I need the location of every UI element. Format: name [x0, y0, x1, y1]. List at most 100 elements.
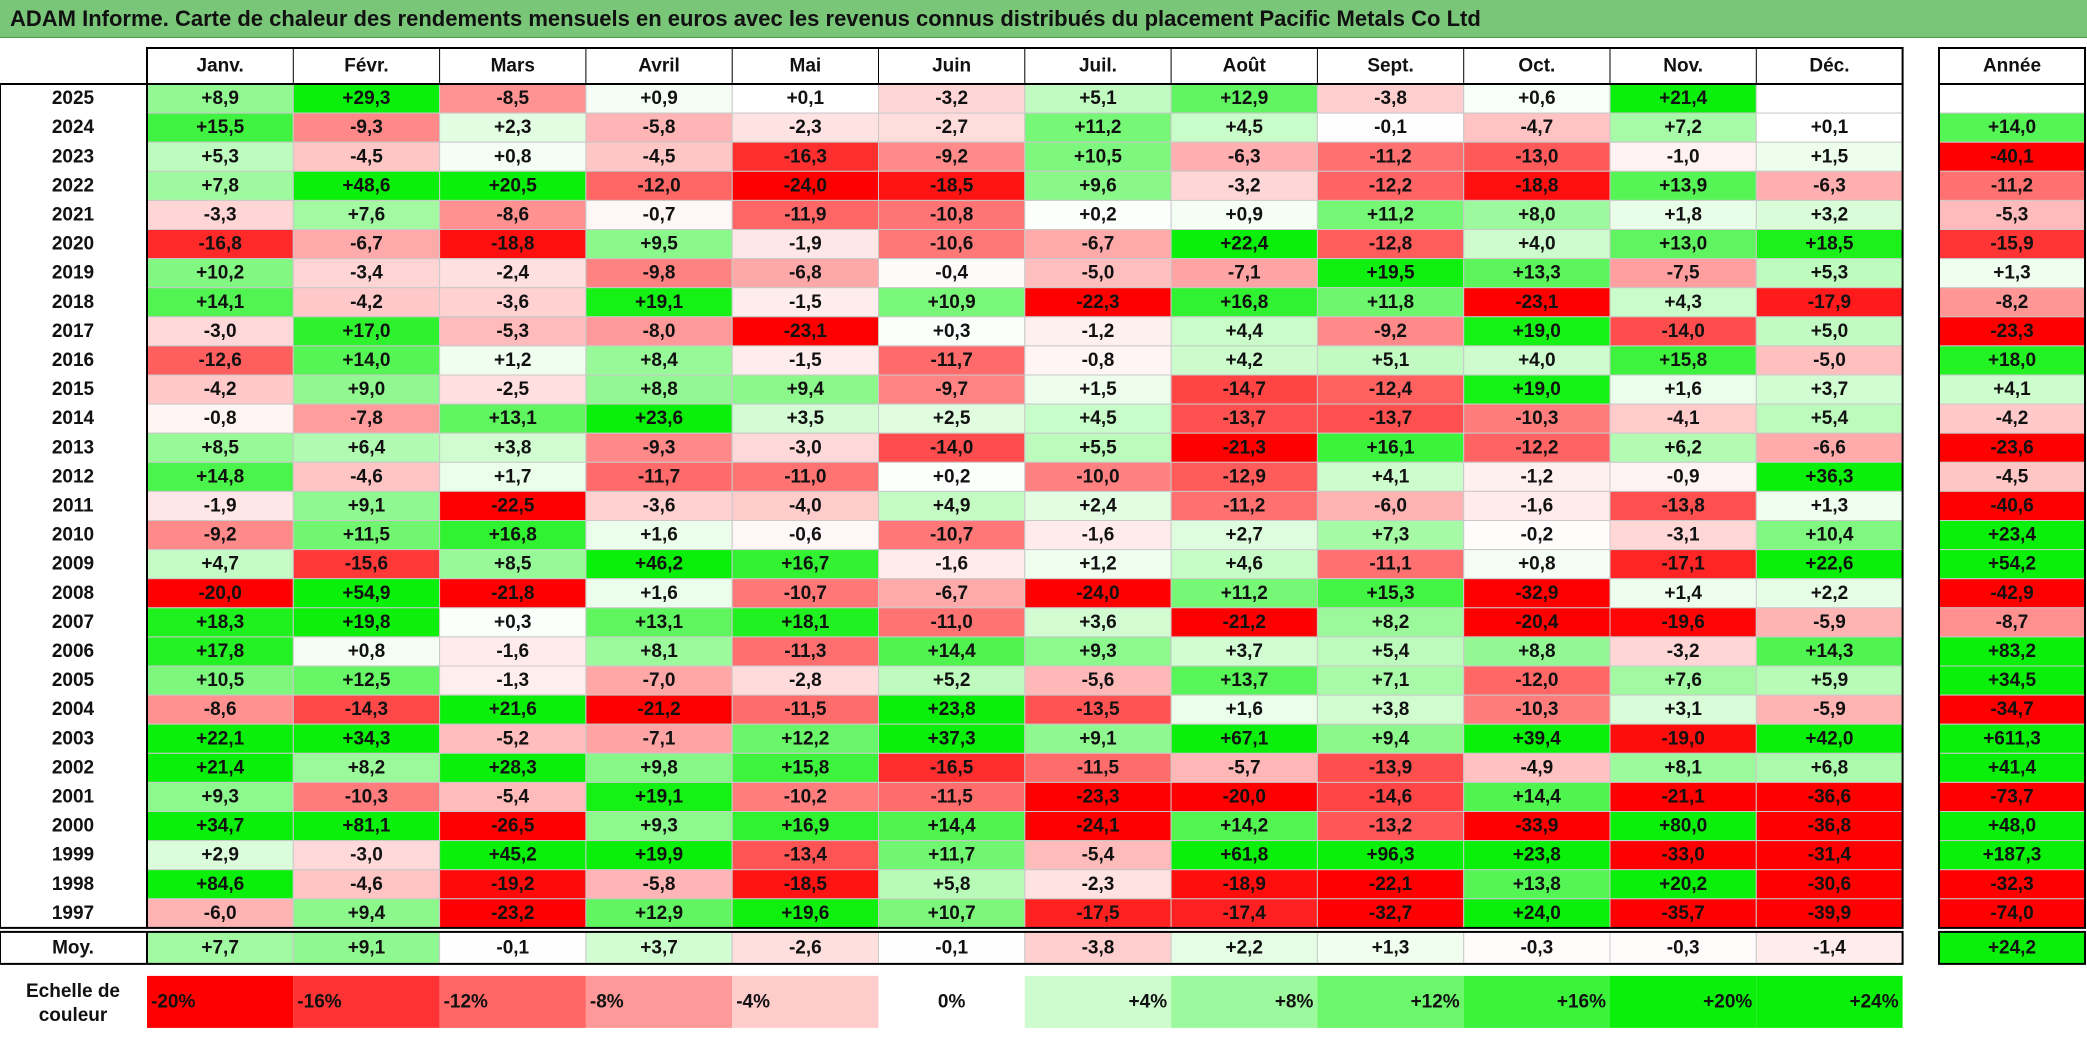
- heat-cell-value: -3,0: [350, 845, 383, 866]
- heat-cell-value: -2,5: [496, 379, 529, 400]
- heat-cell-value: +5,2: [933, 670, 971, 691]
- heat-cell-value: +5,4: [1811, 408, 1849, 429]
- heat-cell-value: +1,6: [640, 525, 678, 546]
- heat-cell: [585, 374, 733, 405]
- heat-cell: [1463, 345, 1611, 376]
- heat-cell-value: +19,9: [635, 845, 683, 866]
- scale-swatch: [293, 975, 440, 1028]
- heat-cell-value: -10,2: [784, 786, 827, 807]
- heat-cell-value: +5,4: [1372, 641, 1410, 662]
- annual-cell-value: +41,4: [1988, 757, 2037, 778]
- heat-cell: [292, 403, 441, 434]
- heat-cell: [1609, 345, 1757, 376]
- heat-cell-value: +21,4: [1659, 88, 1708, 109]
- heat-cell-value: -16,3: [784, 146, 827, 167]
- scale-label: -8%: [590, 991, 624, 1012]
- heat-cell: [878, 781, 1026, 813]
- heat-cell: [1463, 578, 1611, 609]
- heat-cell: [1170, 607, 1318, 638]
- heat-cell-value: -12,8: [1369, 234, 1412, 255]
- average-cell-value: -2,6: [789, 937, 822, 958]
- heat-cell-value: +96,3: [1367, 845, 1415, 866]
- heat-cell-value: -5,3: [496, 321, 529, 342]
- heat-cell: [1463, 723, 1611, 754]
- heat-cell: [878, 141, 1026, 172]
- heat-cell-value: +1,6: [1225, 699, 1263, 720]
- heat-cell: [1170, 345, 1318, 376]
- heat-cell: [1316, 403, 1465, 434]
- heat-cell-value: +5,3: [201, 146, 239, 167]
- heat-cell-value: -21,8: [491, 583, 534, 604]
- annual-cell: [1938, 229, 2086, 260]
- heat-cell: [1463, 199, 1611, 230]
- heat-cell: [878, 229, 1026, 260]
- heat-cell: [1609, 840, 1757, 871]
- heat-cell: [1024, 898, 1172, 929]
- heat-cell: [585, 781, 733, 813]
- heat-cell: [1463, 549, 1611, 580]
- heat-cell: [292, 549, 441, 580]
- average-annual-cell: [1938, 930, 2086, 965]
- heat-cell-value: +28,3: [489, 757, 537, 778]
- heat-cell-value: -6,7: [350, 234, 383, 255]
- heat-cell-value: +22,4: [1220, 234, 1269, 255]
- heat-cell: [1024, 549, 1172, 580]
- heat-cell-value: -0,4: [935, 263, 968, 284]
- heat-cell-value: -11,3: [784, 641, 826, 662]
- heat-cell: [1024, 287, 1172, 318]
- heat-cell: [1170, 694, 1318, 725]
- heat-cell: [585, 170, 733, 201]
- heat-cell-value: +2,9: [201, 845, 239, 866]
- heat-cell-value: -10,3: [1515, 408, 1558, 429]
- heat-cell-value: -4,5: [350, 146, 383, 167]
- heat-cell: [1170, 316, 1318, 347]
- heat-cell: [1024, 752, 1172, 783]
- heat-cell-value: -19,6: [1661, 612, 1704, 633]
- heat-cell: [146, 869, 294, 900]
- heat-cell: [878, 869, 1026, 900]
- heat-cell-value: +8,2: [348, 757, 386, 778]
- heat-cell-value: +16,1: [1367, 437, 1416, 458]
- heat-cell-value: -0,7: [643, 204, 676, 225]
- heat-cell: [439, 345, 587, 376]
- annual-cell-value: +23,4: [1988, 525, 2037, 546]
- heat-cell-value: -18,8: [491, 234, 534, 255]
- heat-cell: [1463, 112, 1611, 143]
- heat-cell-value: -2,3: [789, 117, 822, 138]
- heat-cell: [1609, 607, 1757, 638]
- heat-cell-value: +18,3: [196, 612, 244, 633]
- heat-cell-value: -0,9: [1667, 466, 1700, 487]
- row-year-label: 2023: [52, 146, 94, 167]
- heat-cell: [1024, 141, 1172, 172]
- heat-cell: [439, 258, 587, 289]
- annual-cell: [1938, 83, 2086, 114]
- scale-swatch: [1171, 975, 1318, 1028]
- heat-cell: [1463, 781, 1611, 813]
- heat-cell-value: +0,2: [1079, 204, 1117, 225]
- heat-cell-value: -12,4: [1369, 379, 1413, 400]
- heat-cell-value: -6,6: [1813, 437, 1846, 458]
- heat-cell-value: +23,8: [928, 699, 976, 720]
- heat-cell: [1609, 490, 1757, 521]
- heat-cell-value: +22,6: [1805, 554, 1853, 575]
- heat-cell-value: +37,3: [928, 728, 976, 749]
- annual-cell-value: -23,6: [1990, 437, 2033, 458]
- average-cell-value: +3,7: [640, 937, 678, 958]
- heat-cell-value: +0,6: [1518, 88, 1556, 109]
- heat-cell-value: -6,3: [1813, 175, 1846, 196]
- annual-cell-value: -5,3: [1996, 204, 2029, 225]
- heat-cell-value: -23,1: [1515, 292, 1559, 313]
- heat-cell: [1463, 316, 1611, 347]
- heat-cell: [1755, 840, 1904, 871]
- heat-cell: [439, 520, 587, 551]
- heat-cell-value: -17,5: [1076, 903, 1120, 924]
- heat-cell-value: -35,7: [1661, 903, 1704, 924]
- heat-cell-value: +9,3: [640, 816, 678, 837]
- heat-cell: [878, 811, 1026, 842]
- heat-cell-value: +18,1: [781, 612, 830, 633]
- heat-cell-value: -3,1: [1667, 525, 1700, 546]
- heat-cell: [1609, 752, 1757, 783]
- heat-cell-value: -17,1: [1661, 554, 1705, 575]
- year-header-frame: [1938, 47, 2086, 85]
- heat-cell: [585, 578, 733, 609]
